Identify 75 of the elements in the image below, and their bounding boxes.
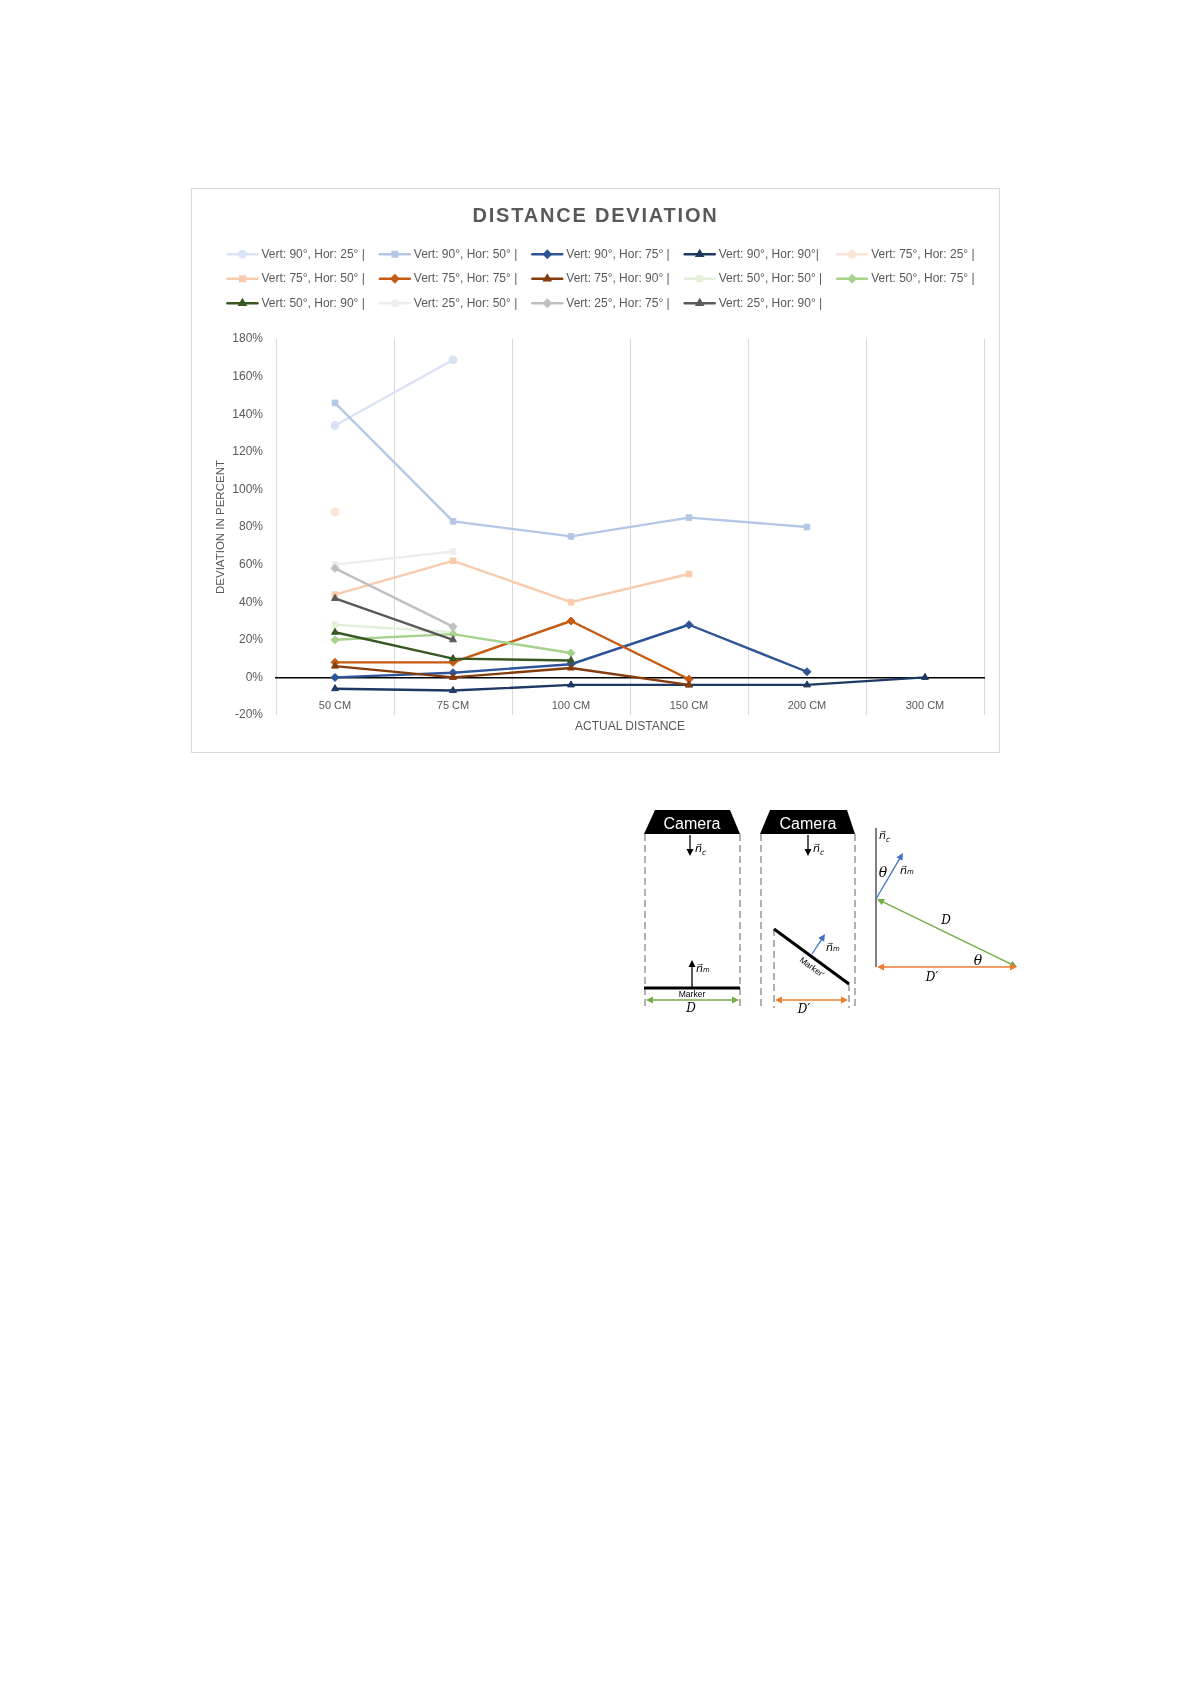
legend-label: Vert: 50°, Hor: 75° | bbox=[871, 271, 975, 286]
y-tick-label: 160% bbox=[232, 368, 264, 383]
y-tick-label: 60% bbox=[238, 556, 264, 571]
point bbox=[331, 627, 339, 635]
text: D′ bbox=[796, 1002, 811, 1016]
text: D′ bbox=[924, 970, 939, 984]
y-tick-label: -20% bbox=[234, 707, 264, 722]
point bbox=[448, 355, 458, 365]
point bbox=[330, 672, 340, 682]
point bbox=[567, 598, 575, 606]
legend-label: Vert: 90°, Hor: 25° | bbox=[261, 246, 365, 261]
point bbox=[331, 661, 339, 669]
text: Camera bbox=[663, 814, 721, 832]
text: n⃗$_{c}$ bbox=[695, 841, 707, 857]
legend-label: Vert: 25°, Hor: 90° | bbox=[718, 295, 823, 310]
point bbox=[448, 622, 458, 632]
y-axis-title: DEVIATION IN PERCENT bbox=[214, 460, 227, 594]
point bbox=[921, 672, 929, 680]
y-tick-label: 0% bbox=[245, 669, 264, 684]
text: n⃗$_{c}$ bbox=[813, 841, 825, 857]
text: θ bbox=[878, 864, 888, 880]
point bbox=[449, 518, 457, 525]
y-tick-label: 40% bbox=[238, 594, 264, 609]
point bbox=[449, 686, 457, 694]
y-tick-label: 20% bbox=[238, 632, 264, 647]
point bbox=[803, 680, 811, 688]
text: Camera bbox=[779, 814, 837, 832]
point bbox=[567, 680, 575, 688]
x-tick-label: 50 CM bbox=[318, 699, 352, 712]
point bbox=[567, 655, 575, 663]
x-tick-label: 200 CM bbox=[787, 699, 827, 712]
point bbox=[685, 514, 693, 521]
point bbox=[567, 533, 575, 540]
legend-label: Vert: 50°, Hor: 90° | bbox=[261, 295, 365, 310]
point bbox=[330, 635, 340, 645]
text: θ bbox=[973, 952, 983, 968]
point bbox=[330, 420, 340, 430]
point bbox=[566, 616, 576, 626]
legend-label: Vert: 75°, Hor: 90° | bbox=[566, 271, 670, 286]
text: D bbox=[940, 913, 952, 927]
text: n⃗$_{c}$ bbox=[879, 828, 891, 844]
legend-label: Vert: 90°, Hor: 75° | bbox=[566, 246, 670, 261]
point bbox=[684, 620, 694, 630]
x-tick-label: 150 CM bbox=[669, 699, 709, 712]
y-tick-label: 80% bbox=[238, 519, 264, 534]
y-tick-label: 100% bbox=[232, 481, 264, 496]
point bbox=[567, 663, 575, 671]
legend-label: Vert: 75°, Hor: 50° | bbox=[261, 271, 365, 286]
x-tick-label: 75 CM bbox=[436, 699, 470, 712]
point bbox=[331, 621, 339, 629]
legend-label: Vert: 25°, Hor: 75° | bbox=[566, 295, 670, 310]
x-tick-label: 300 CM bbox=[905, 699, 945, 712]
legend-label: Vert: 75°, Hor: 75° | bbox=[413, 271, 518, 286]
chart-title: DISTANCE DEVIATION bbox=[472, 203, 719, 226]
legend-label: Vert: 90°, Hor: 50° | bbox=[413, 246, 518, 261]
text: D bbox=[685, 1001, 697, 1015]
x-axis-title: ACTUAL DISTANCE bbox=[574, 719, 686, 734]
point bbox=[449, 557, 457, 565]
x-tick-label: 100 CM bbox=[551, 699, 591, 712]
y-tick-label: 120% bbox=[232, 444, 264, 459]
point bbox=[449, 654, 457, 662]
text: Marker bbox=[678, 989, 706, 999]
legend-label: Vert: 90°, Hor: 90°| bbox=[718, 246, 819, 261]
point bbox=[331, 399, 339, 407]
y-tick-label: 140% bbox=[232, 406, 264, 421]
text: n⃗ₘ bbox=[900, 863, 914, 877]
point bbox=[330, 563, 340, 573]
legend-label: Vert: 50°, Hor: 50° | bbox=[718, 271, 823, 286]
legend-label: Vert: 75°, Hor: 25° | bbox=[871, 246, 975, 261]
text: n⃗ₘ bbox=[696, 961, 710, 975]
y-tick-label: 180% bbox=[232, 331, 264, 346]
legend-label: Vert: 25°, Hor: 50° | bbox=[413, 295, 518, 310]
text: n⃗ₘ bbox=[826, 940, 840, 954]
point bbox=[802, 667, 812, 677]
point bbox=[331, 684, 339, 692]
